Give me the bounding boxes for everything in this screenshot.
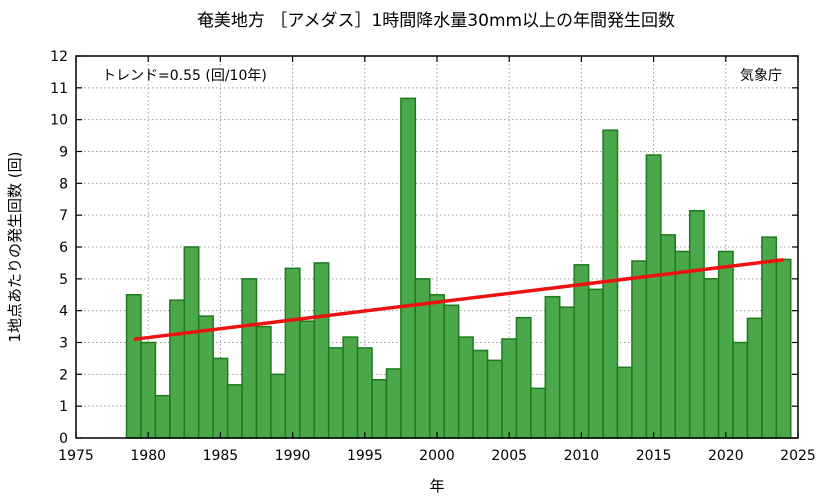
chart-title: 奄美地方 ［アメダス］1時間降水量30mm以上の年間発生回数 (197, 11, 675, 31)
y-tick-label-9: 9 (59, 145, 68, 161)
bar-2014 (631, 260, 648, 439)
bar-2017 (674, 250, 691, 439)
bar-2010 (573, 264, 590, 439)
source-label: 気象庁 (740, 68, 782, 84)
x-tick-label-2020: 2020 (708, 448, 744, 464)
y-tick-label-1: 1 (59, 399, 68, 415)
bar-2003 (472, 349, 489, 439)
y-tick-label-12: 12 (50, 49, 68, 65)
bar-2021 (732, 341, 749, 439)
bar-1979 (125, 294, 142, 439)
bars (125, 97, 792, 439)
x-axis-ticks: 1975 1980 1985 1990 1995 2000 2005 2010 2015 2020… (58, 56, 816, 464)
bar-1987 (241, 278, 258, 439)
y-axis-title: 1地点あたりの発生回数 (回) (6, 151, 24, 342)
bar-2009 (558, 306, 575, 439)
bar-2012 (602, 129, 619, 439)
x-tick-label-1975: 1975 (58, 448, 94, 464)
y-tick-label-6: 6 (59, 240, 68, 256)
x-axis-title: 年 (429, 477, 444, 495)
y-tick-label-3: 3 (59, 336, 68, 352)
x-tick-label-2015: 2015 (636, 448, 672, 464)
bar-1986 (226, 384, 243, 439)
bar-2018 (688, 209, 705, 439)
bar-1995 (356, 347, 373, 439)
y-tick-label-7: 7 (59, 208, 68, 224)
bar-2008 (544, 295, 561, 439)
bar-1980 (140, 341, 157, 439)
bar-1992 (313, 262, 330, 439)
x-tick-label-2025: 2025 (780, 448, 816, 464)
bar-1982 (169, 299, 186, 439)
bar-2001 (443, 304, 460, 439)
bar-1988 (255, 325, 272, 439)
bar-1981 (154, 394, 171, 439)
bar-1984 (197, 315, 214, 439)
bar-2024 (775, 258, 792, 439)
trend-annotation: トレンド=0.55 (回/10年) (102, 68, 267, 84)
bar-1998 (400, 97, 417, 439)
bar-1997 (385, 368, 402, 439)
bar-1990 (284, 267, 301, 439)
x-tick-label-1980: 1980 (130, 448, 166, 464)
bar-1989 (270, 373, 287, 439)
bar-2016 (660, 234, 677, 439)
trend-line (133, 257, 784, 342)
bar-2002 (457, 336, 474, 439)
bar-1993 (327, 347, 344, 439)
x-tick-label-1995: 1995 (347, 448, 383, 464)
y-tick-label-0: 0 (59, 431, 68, 447)
bar-1994 (342, 336, 359, 439)
y-tick-label-10: 10 (50, 113, 68, 129)
bar-2023 (761, 236, 778, 439)
y-tick-label-4: 4 (59, 304, 68, 320)
bar-1983 (183, 246, 200, 439)
bar-2019 (703, 278, 720, 439)
bar-2020 (717, 250, 734, 439)
bar-2013 (616, 366, 633, 439)
bar-2015 (645, 154, 662, 439)
bar-1996 (371, 378, 388, 439)
x-tick-label-2000: 2000 (419, 448, 455, 464)
bar-1985 (212, 357, 229, 439)
x-tick-label-2005: 2005 (491, 448, 527, 464)
bar-2004 (486, 359, 503, 439)
y-tick-label-2: 2 (59, 367, 68, 383)
y-tick-label-5: 5 (59, 272, 68, 288)
bar-2007 (530, 387, 547, 439)
bar-2000 (429, 294, 445, 439)
bar-2011 (587, 288, 604, 439)
bar-2006 (515, 316, 532, 439)
y-tick-label-8: 8 (59, 176, 68, 192)
x-tick-label-1985: 1985 (203, 448, 239, 464)
bar-1991 (299, 320, 316, 439)
bar-2022 (746, 317, 763, 439)
x-tick-label-1990: 1990 (275, 448, 311, 464)
bar-2005 (501, 338, 518, 439)
x-tick-label-2010: 2010 (564, 448, 600, 464)
y-tick-label-11: 11 (50, 81, 68, 97)
